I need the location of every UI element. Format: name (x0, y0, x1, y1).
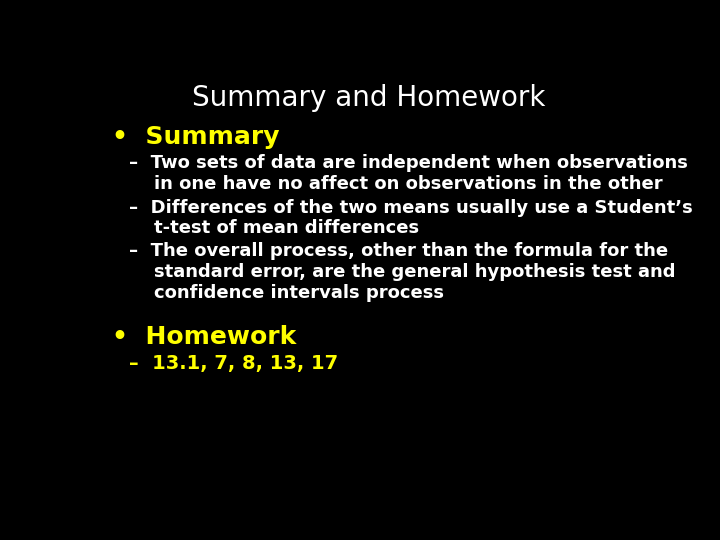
Text: •  Summary: • Summary (112, 125, 280, 149)
Text: t-test of mean differences: t-test of mean differences (154, 219, 419, 238)
Text: in one have no affect on observations in the other: in one have no affect on observations in… (154, 175, 663, 193)
Text: •  Homework: • Homework (112, 325, 297, 349)
Text: Summary and Homework: Summary and Homework (192, 84, 546, 112)
Text: –  Differences of the two means usually use a Student’s: – Differences of the two means usually u… (129, 199, 693, 217)
Text: –  13.1, 7, 8, 13, 17: – 13.1, 7, 8, 13, 17 (129, 354, 338, 373)
Text: –  The overall process, other than the formula for the: – The overall process, other than the fo… (129, 242, 668, 260)
Text: –  Two sets of data are independent when observations: – Two sets of data are independent when … (129, 154, 688, 172)
Text: standard error, are the general hypothesis test and: standard error, are the general hypothes… (154, 263, 675, 281)
Text: confidence intervals process: confidence intervals process (154, 284, 444, 302)
